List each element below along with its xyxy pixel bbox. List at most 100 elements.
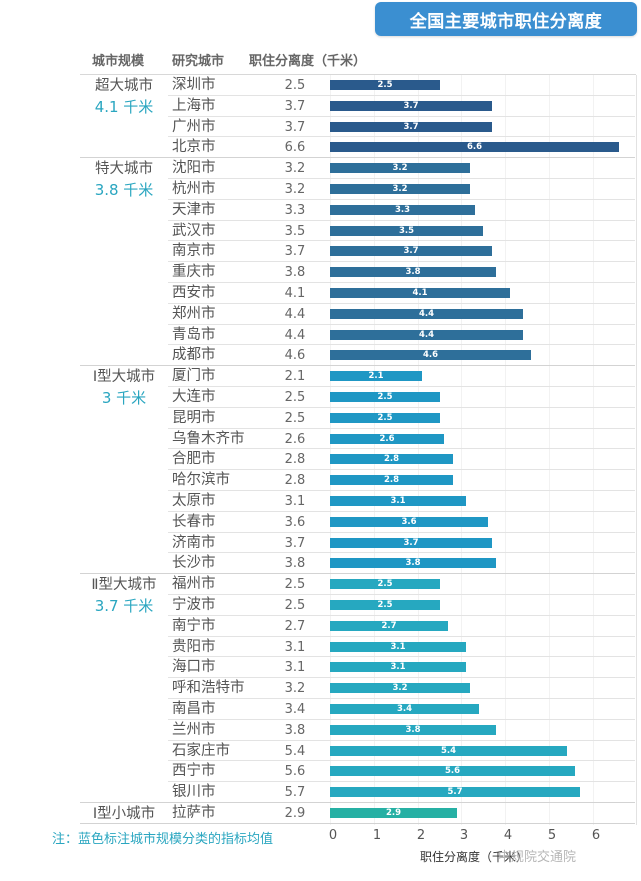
table-row: 银川市 5.7 5.7 <box>0 782 641 803</box>
row-divider <box>168 406 635 408</box>
separation-value: 2.5 <box>284 78 306 93</box>
bar: 3.7 <box>330 246 492 257</box>
table-row: 大连市 2.5 2.5 <box>0 387 641 408</box>
separation-value: 2.5 <box>284 577 306 593</box>
x-tick-label: 4 <box>503 828 513 843</box>
city-name: 长春市 <box>172 513 216 530</box>
city-name: 青岛市 <box>172 326 216 343</box>
table-row: 拉萨市 2.9 2.9 <box>0 803 641 824</box>
separation-value: 5.4 <box>284 743 306 759</box>
group-name: Ⅰ型小城市 <box>92 806 156 822</box>
gridline <box>374 75 375 825</box>
separation-value: 4.4 <box>284 327 306 343</box>
separation-value: 2.5 <box>284 410 306 426</box>
bar: 2.9 <box>330 808 457 818</box>
row-divider <box>80 801 635 803</box>
row-divider <box>168 177 635 179</box>
bar: 3.4 <box>330 704 479 714</box>
city-name: 太原市 <box>172 493 216 509</box>
separation-value: 3.7 <box>284 119 306 135</box>
table-row: 天津市 3.3 3.3 <box>0 200 641 221</box>
separation-value: 3.2 <box>284 161 306 177</box>
bar: 3.7 <box>330 100 492 111</box>
group-name: 特大城市 <box>95 161 153 178</box>
row-divider <box>168 760 635 762</box>
table-row: 重庆市 3.8 3.8 <box>0 262 641 283</box>
city-name: 石家庄市 <box>172 742 230 759</box>
city-name: 上海市 <box>172 97 216 114</box>
bar: 2.1 <box>330 371 422 382</box>
separation-value: 3.1 <box>284 639 306 655</box>
gridline <box>549 75 550 825</box>
bar: 3.1 <box>330 641 466 652</box>
bar-label: 2.6 <box>379 433 395 444</box>
city-name: 拉萨市 <box>172 805 216 821</box>
bar: 2.7 <box>330 620 448 631</box>
row-divider <box>168 198 635 200</box>
row-divider <box>168 739 635 741</box>
row-divider <box>80 157 635 159</box>
separation-value: 5.7 <box>284 785 306 801</box>
separation-value: 3.3 <box>284 202 306 218</box>
footnote: 注：蓝色标注城市规模分类的指标均值 <box>52 832 274 847</box>
row-divider <box>168 552 635 554</box>
bar: 3.3 <box>330 204 475 215</box>
bar: 3.8 <box>330 724 496 735</box>
table-row: 兰州市 3.8 3.8 <box>0 720 641 741</box>
separation-value: 3.7 <box>284 535 306 551</box>
table-row: 广州市 3.7 3.7 <box>0 117 641 138</box>
gridline <box>593 75 594 825</box>
city-name: 合肥市 <box>172 451 216 468</box>
row-divider <box>168 489 635 491</box>
bar: 3.5 <box>330 225 483 236</box>
table-row: 昆明市 2.5 2.5 <box>0 408 641 429</box>
separation-value: 3.7 <box>284 244 306 260</box>
bar: 2.5 <box>330 392 440 402</box>
bar-label: 2.8 <box>383 454 400 465</box>
city-name: 北京市 <box>172 139 216 156</box>
separation-value: 3.4 <box>284 702 306 717</box>
table-row: 郑州市 4.4 4.4 <box>0 304 641 325</box>
table-row: 宁波市 2.5 2.5 <box>0 595 641 616</box>
gridline <box>461 75 462 825</box>
group-label: Ⅰ型大城市 3 千米 <box>80 367 168 409</box>
separation-value: 3.8 <box>284 722 306 738</box>
bar-label: 2.5 <box>377 412 393 423</box>
separation-value: 4.6 <box>284 348 306 364</box>
group-average: 3.8 千米 <box>94 181 154 200</box>
bar-label: 3.1 <box>390 496 406 506</box>
bar: 4.4 <box>330 329 523 340</box>
bar: 3.7 <box>330 121 492 132</box>
table-row: 成都市 4.6 4.6 <box>0 345 641 367</box>
city-name: 重庆市 <box>172 264 216 281</box>
group-name: Ⅱ型大城市 <box>91 577 157 594</box>
separation-value: 6.6 <box>284 140 306 156</box>
bar: 4.4 <box>330 308 523 319</box>
x-tick-label: 1 <box>372 828 382 843</box>
bar-label: 3.2 <box>392 683 408 694</box>
row-divider <box>168 385 635 387</box>
separation-value: 3.8 <box>284 556 306 572</box>
city-name: 南京市 <box>172 243 216 260</box>
row-divider <box>168 614 635 616</box>
group-average: 3.7 千米 <box>94 597 154 616</box>
separation-value: 3.5 <box>284 223 306 239</box>
separation-value: 4.4 <box>284 306 306 322</box>
bar-label: 2.7 <box>381 620 397 631</box>
bar: 3.2 <box>330 163 470 174</box>
bar: 3.6 <box>330 516 488 527</box>
bar-label: 2.1 <box>368 371 384 382</box>
separation-value: 2.9 <box>284 806 306 821</box>
city-name: 厦门市 <box>172 368 216 385</box>
header-separation-value: 职住分离度（千米） <box>249 54 367 69</box>
city-name: 广州市 <box>172 118 216 135</box>
city-name: 大连市 <box>172 389 216 405</box>
table-row: 西安市 4.1 4.1 <box>0 283 641 304</box>
row-divider <box>168 448 635 450</box>
city-name: 哈尔滨市 <box>172 472 230 489</box>
bar-label: 4.4 <box>418 329 435 340</box>
table-row: 南昌市 3.4 3.4 <box>0 699 641 720</box>
x-axis-label: 职住分离度（千米） <box>420 850 529 864</box>
row-divider <box>168 656 635 658</box>
city-name: 兰州市 <box>172 721 216 738</box>
